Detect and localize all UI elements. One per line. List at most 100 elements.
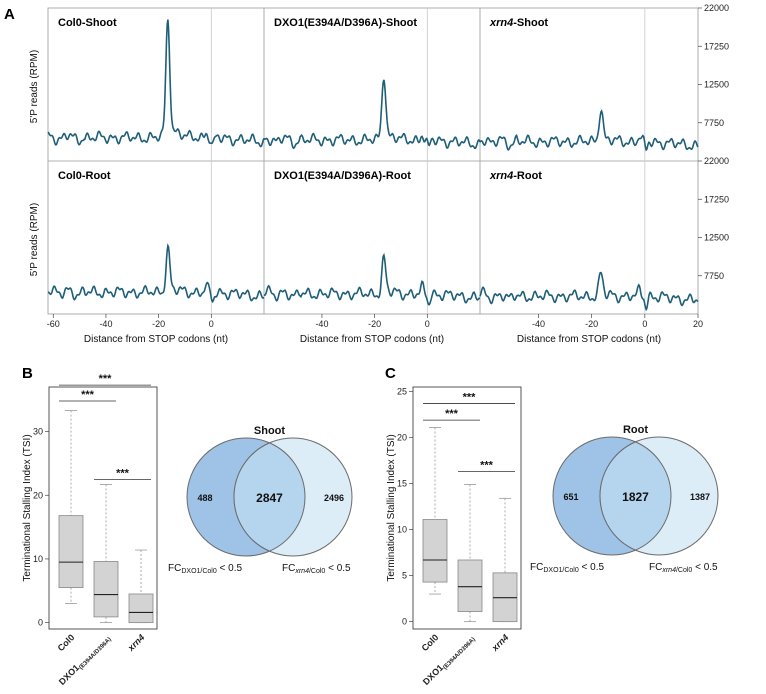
trace-5 [479,271,699,312]
panel-title-1: DXO1(E394A/D396A)-Shoot [274,17,417,29]
venn-right-count: 2496 [324,493,344,503]
category-main: Col0 [56,632,77,653]
x-tick-label: -40 [99,319,112,329]
y-axis-label: 5'P reads (RPM) [29,50,40,123]
trace-2 [479,109,699,152]
venn-title: Root [623,424,648,436]
y-tick-label: 30 [33,427,43,437]
x-axis-label: Distance from STOP codons (nt) [300,334,444,345]
x-tick-label: 0 [642,319,647,329]
box-0 [58,515,84,589]
sig-label-2: *** [480,460,494,472]
venn-title: Shoot [254,425,285,437]
fc-main: FC [282,563,295,574]
y-tick-label: 5 [402,571,407,581]
y-axis-label: 5'P reads (RPM) [29,203,40,276]
box-2 [128,593,154,624]
box-1 [93,561,119,618]
category-main: Col0 [420,632,441,653]
category-main: xrn4 [489,632,510,653]
panel-title-suffix: -Root [513,170,542,182]
y-axis-label: Terminational Stalling Index (TSI) [22,434,33,581]
panel-title-3: Col0-Root [58,170,111,182]
panel-title-text: DXO1(E394A/D396A)-Shoot [274,17,417,29]
trace-3 [48,243,265,304]
y-tick-label: 12500 [704,80,729,90]
x-tick-label: -40 [315,319,328,329]
y-tick-label: 0 [38,618,43,628]
boxplot-frame [412,386,522,630]
fc-main: FC [649,562,662,573]
x-tick-label: 0 [425,319,430,329]
venn-left-count: 488 [197,493,212,503]
panel-title-2: xrn4-Shoot [489,17,548,29]
category-label-0: Col0 [420,632,441,653]
x-tick-label: 0 [209,319,214,329]
sig-label-1: *** [463,392,477,404]
trace-4 [263,252,480,306]
panel-title-text: DXO1(E394A/D396A)-Root [274,170,411,182]
venn-left-label: FCDXO1/Col0 < 0.5 [168,563,242,575]
panel-title-text: Col0-Shoot [58,17,117,29]
y-tick-label: 22000 [704,156,729,166]
y-tick-label: 20 [33,490,43,500]
metagene-chart: Col0-Shoot DXO1(E394A/D396A)-Shoot xrn4-Sh… [29,3,729,345]
y-tick-label: 10 [33,554,43,564]
venn-overlap-count: 2847 [256,491,283,505]
box-0 [422,519,448,583]
venn-right-label: FCxrn4/Col0 < 0.5 [282,563,351,575]
x-axis-label: Distance from STOP codons (nt) [517,334,661,345]
category-sub: (E394A/D396A) [78,637,112,671]
category-sub: (E394A/D396A) [442,637,476,671]
x-axis-label: Distance from STOP codons (nt) [84,334,228,345]
y-tick-label: 25 [397,387,407,397]
fc-sub: DXO1/Col0 [181,568,217,575]
panel-label-a: A [4,6,15,23]
y-tick-label: 7750 [704,271,724,281]
x-tick-label: -60 [47,319,60,329]
venn-left-count: 651 [563,492,578,502]
sig-label-1: *** [99,373,113,385]
x-tick-label: 20 [693,319,703,329]
y-tick-label: 12500 [704,233,729,243]
panel-title-italic: xrn4 [489,170,513,182]
fc-sub: /Col0 [676,567,692,574]
y-tick-label: 17250 [704,41,729,51]
fc-tail: < 0.5 [217,563,243,574]
fc-main: FC [530,562,543,573]
x-tick-label: -20 [368,319,381,329]
box-1 [457,559,483,612]
fc-sub-italic: xrn4 [661,567,676,574]
fc-tail: < 0.5 [692,562,718,573]
venn-overlap-count: 1827 [622,490,649,504]
y-tick-label: 20 [397,433,407,443]
y-tick-label: 10 [397,525,407,535]
sig-label-0: *** [81,389,95,401]
category-main: DXO1 [421,663,445,687]
boxplot-frame [48,386,158,630]
x-tick-label: -40 [532,319,545,329]
category-label-0: Col0 [56,632,77,653]
y-tick-label: 17250 [704,194,729,204]
category-label-2: xrn4 [489,632,510,653]
category-label-2: xrn4 [125,632,146,653]
sig-label-0: *** [445,408,459,420]
fc-sub: /Col0 [309,568,325,575]
trace-1 [263,79,481,150]
y-axis-label: Terminational Stalling Index (TSI) [386,434,397,581]
panel-title-5: xrn4-Root [489,170,542,182]
fc-tail: < 0.5 [325,563,351,574]
fc-tail: < 0.5 [579,562,605,573]
fc-sub-italic: xrn4 [294,568,309,575]
panel-label-c: C [385,365,396,382]
venn-overlap [233,442,306,552]
x-tick-label: -20 [585,319,598,329]
y-tick-label: 0 [402,617,407,627]
panel-title-italic: xrn4 [489,17,513,29]
venn-right-label: FCxrn4/Col0 < 0.5 [649,562,718,574]
sig-label-2: *** [116,467,130,479]
category-main: DXO1 [57,663,81,687]
